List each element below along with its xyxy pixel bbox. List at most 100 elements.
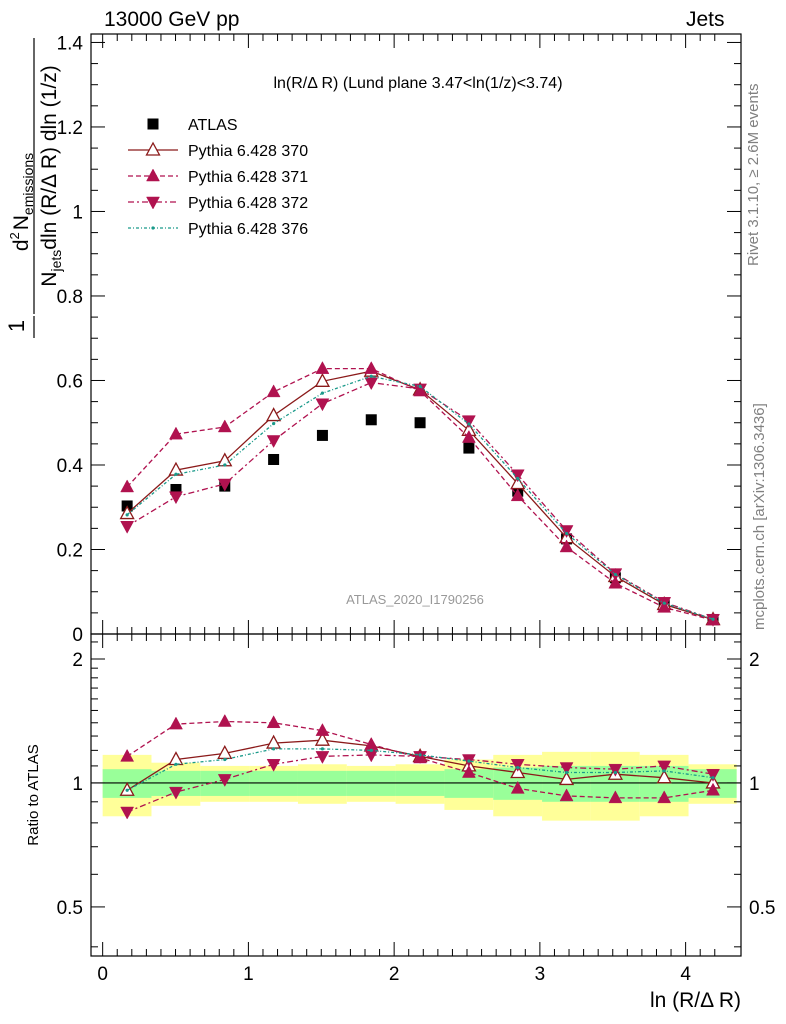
ratio-point-s2-10 bbox=[608, 763, 623, 777]
xtick-label-1: 1 bbox=[243, 964, 254, 985]
ratio-point-s3-6 bbox=[418, 753, 422, 757]
point-s2-10 bbox=[608, 575, 623, 589]
xtick-label-4: 4 bbox=[680, 964, 691, 985]
ratio-point-s1-7 bbox=[461, 765, 476, 778]
legend-marker-4 bbox=[151, 226, 155, 230]
point-s4-11 bbox=[662, 601, 666, 605]
point-s2-8 bbox=[510, 488, 525, 502]
point-s4-2 bbox=[223, 463, 227, 467]
ratio-point-s1-1 bbox=[169, 716, 183, 730]
point-s0-3 bbox=[268, 453, 280, 465]
ratio-point-s3-12 bbox=[711, 776, 715, 780]
header-left: 13000 GeV pp bbox=[104, 8, 240, 31]
ratio-point-s1-9 bbox=[559, 788, 574, 802]
ratio-point-s1-11 bbox=[657, 790, 672, 804]
legend-label-3: Pythia 6.428 372 bbox=[188, 195, 308, 212]
point-s4-5 bbox=[369, 374, 373, 378]
point-s1-4 bbox=[314, 372, 331, 387]
ratio-y-axis-label: Ratio to ATLAS bbox=[25, 744, 42, 845]
ratio-point-s3-10 bbox=[613, 770, 617, 775]
legend-marker-2 bbox=[146, 168, 160, 182]
legend-marker-0 bbox=[147, 118, 159, 130]
point-s3-5 bbox=[364, 377, 379, 391]
ylabel-njets: N bbox=[38, 272, 61, 287]
point-s4-12 bbox=[711, 617, 715, 621]
ratio-point-s3-1 bbox=[174, 762, 178, 766]
ratio-point-s3-9 bbox=[564, 770, 569, 775]
point-s4-8 bbox=[516, 476, 520, 481]
ratio-panel: 0.5 0.5 1 1 2 2 0 1 2 3 4 ln (R/Δ R) Ratio to ATLAS bbox=[25, 633, 775, 1012]
legend-label-4: Pythia 6.428 376 bbox=[188, 221, 308, 238]
ratio-point-s3-11 bbox=[662, 769, 666, 773]
ylabel-n: N bbox=[10, 215, 33, 230]
xtick-label-2: 2 bbox=[389, 964, 400, 985]
ratio-point-s3-2 bbox=[223, 757, 227, 762]
ratio-point-s1-0 bbox=[120, 748, 135, 762]
point-s4-7 bbox=[467, 422, 471, 426]
point-s2-5 bbox=[364, 361, 379, 374]
x-axis-label: ln (R/Δ R) bbox=[650, 989, 741, 1012]
ratio-point-s1-12 bbox=[706, 782, 720, 796]
xtick-label-3: 3 bbox=[535, 964, 546, 985]
ratio-point-s2-11 bbox=[657, 760, 672, 774]
ratio-point-s2-9 bbox=[559, 762, 574, 776]
ratio-point-s2-4 bbox=[315, 751, 330, 764]
point-s3-3 bbox=[266, 435, 281, 449]
ytick-label-5: 1 bbox=[72, 202, 83, 223]
point-s3-1 bbox=[169, 491, 183, 505]
ytick-label-6: 1.2 bbox=[57, 118, 83, 139]
ratio-ytick-label-2: 2 bbox=[72, 650, 83, 671]
legend-marker-3 bbox=[146, 196, 160, 210]
point-s4-6 bbox=[418, 384, 422, 388]
ratio-point-s3-0 bbox=[125, 788, 129, 792]
ratio-ytick-label-1: 1 bbox=[72, 774, 83, 795]
ratio-point-s1-10 bbox=[608, 790, 623, 804]
ratio-point-s1-3 bbox=[266, 715, 281, 729]
ratio-point-s0-4 bbox=[314, 731, 331, 746]
point-s1-3 bbox=[266, 407, 282, 422]
point-s2-1 bbox=[169, 426, 183, 440]
point-s0-5 bbox=[365, 414, 377, 426]
point-s0-1 bbox=[170, 483, 182, 495]
legend-label-1: Pythia 6.428 370 bbox=[188, 143, 308, 160]
xtick-label-0: 0 bbox=[97, 964, 108, 985]
ratio-ytick-label-right-1: 1 bbox=[749, 774, 760, 795]
ratio-point-s2-12 bbox=[706, 768, 720, 782]
ratio-point-s1-8 bbox=[510, 780, 525, 794]
ylabel-sup: 2 bbox=[7, 232, 22, 239]
ratio-point-s0-11 bbox=[656, 769, 672, 784]
point-s3-0 bbox=[120, 521, 135, 534]
point-s4-1 bbox=[174, 472, 178, 476]
point-s3-4 bbox=[315, 398, 330, 412]
ratio-point-s2-3 bbox=[266, 759, 281, 772]
point-s0-4 bbox=[316, 429, 328, 441]
point-s2-0 bbox=[120, 479, 135, 493]
ylabel-denominator: Njetsdln (R/Δ R) dln (1/z) bbox=[38, 65, 64, 286]
plot-title: ln(R/Δ R) (Lund plane 3.47<ln(1/z)<3.74) bbox=[273, 75, 562, 92]
legend-marker-1 bbox=[145, 141, 161, 156]
watermark-label: ATLAS_2020_I1790256 bbox=[346, 592, 484, 607]
legend-label-2: Pythia 6.428 371 bbox=[188, 169, 308, 186]
ratio-ytick-label-right-0: 0.5 bbox=[749, 898, 775, 919]
ratio-point-s0-3 bbox=[266, 734, 282, 749]
ratio-point-s2-2 bbox=[217, 774, 232, 787]
ratio-point-s2-8 bbox=[510, 759, 525, 772]
ratio-point-s2-1 bbox=[169, 786, 183, 800]
ylabel-njets-sub: jets bbox=[48, 250, 64, 273]
point-s4-0 bbox=[125, 513, 129, 517]
ylabel-numerator: d2 Nemissions bbox=[7, 153, 36, 251]
ytick-label-7: 1.4 bbox=[57, 33, 84, 54]
point-s3-2 bbox=[217, 478, 232, 492]
point-s4-3 bbox=[272, 421, 276, 426]
point-s2-4 bbox=[315, 361, 330, 374]
ratio-point-s3-4 bbox=[320, 747, 325, 751]
ratio-point-s0-9 bbox=[558, 771, 575, 786]
ytick-label-3: 0.6 bbox=[57, 371, 83, 392]
header-right: Jets bbox=[686, 8, 725, 31]
ratio-frame bbox=[90, 633, 742, 957]
ratio-point-s3-3 bbox=[272, 747, 276, 751]
point-s2-7 bbox=[461, 429, 476, 443]
ratio-point-s1-4 bbox=[315, 723, 330, 736]
